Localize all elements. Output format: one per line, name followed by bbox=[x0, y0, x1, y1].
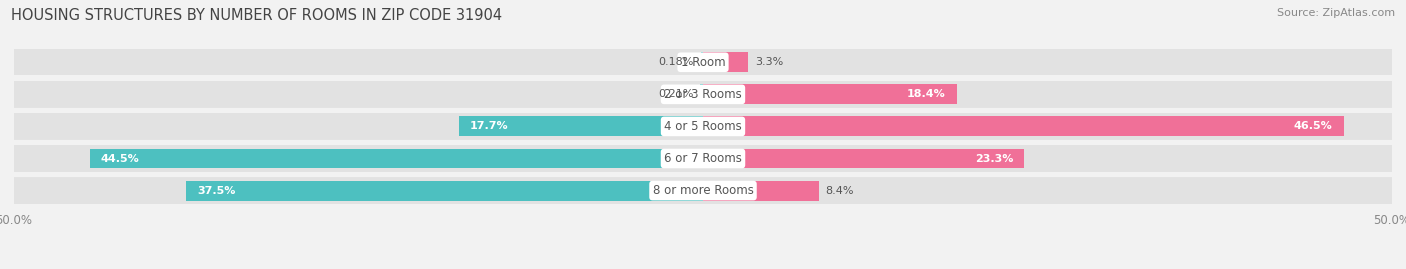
Text: 4 or 5 Rooms: 4 or 5 Rooms bbox=[664, 120, 742, 133]
Bar bbox=[14, 178, 703, 204]
Bar bbox=[186, 181, 703, 200]
Text: 44.5%: 44.5% bbox=[101, 154, 139, 164]
Text: 0.18%: 0.18% bbox=[658, 57, 693, 67]
Bar bbox=[700, 84, 703, 104]
Text: 8 or more Rooms: 8 or more Rooms bbox=[652, 184, 754, 197]
Bar bbox=[14, 145, 703, 172]
Bar bbox=[703, 84, 956, 104]
Text: Source: ZipAtlas.com: Source: ZipAtlas.com bbox=[1277, 8, 1395, 18]
Text: 17.7%: 17.7% bbox=[470, 121, 509, 132]
Bar bbox=[700, 52, 703, 72]
Text: 6 or 7 Rooms: 6 or 7 Rooms bbox=[664, 152, 742, 165]
Bar bbox=[90, 148, 703, 168]
Bar bbox=[703, 148, 1024, 168]
Text: 46.5%: 46.5% bbox=[1294, 121, 1333, 132]
Text: 8.4%: 8.4% bbox=[825, 186, 853, 196]
Bar bbox=[703, 52, 748, 72]
Text: 18.4%: 18.4% bbox=[907, 89, 945, 99]
Bar bbox=[14, 49, 703, 75]
Text: 3.3%: 3.3% bbox=[755, 57, 783, 67]
Bar bbox=[703, 49, 1392, 75]
Bar bbox=[703, 145, 1392, 172]
Bar bbox=[703, 181, 818, 200]
Bar bbox=[703, 81, 1392, 108]
Text: 23.3%: 23.3% bbox=[974, 154, 1012, 164]
Bar bbox=[703, 116, 1344, 136]
Text: 0.21%: 0.21% bbox=[658, 89, 693, 99]
Bar bbox=[703, 113, 1392, 140]
Legend: Owner-occupied, Renter-occupied: Owner-occupied, Renter-occupied bbox=[575, 268, 831, 269]
Text: 1 Room: 1 Room bbox=[681, 56, 725, 69]
Bar bbox=[703, 178, 1392, 204]
Bar bbox=[460, 116, 703, 136]
Bar bbox=[14, 113, 703, 140]
Text: HOUSING STRUCTURES BY NUMBER OF ROOMS IN ZIP CODE 31904: HOUSING STRUCTURES BY NUMBER OF ROOMS IN… bbox=[11, 8, 502, 23]
Bar bbox=[14, 81, 703, 108]
Text: 37.5%: 37.5% bbox=[197, 186, 236, 196]
Text: 2 or 3 Rooms: 2 or 3 Rooms bbox=[664, 88, 742, 101]
